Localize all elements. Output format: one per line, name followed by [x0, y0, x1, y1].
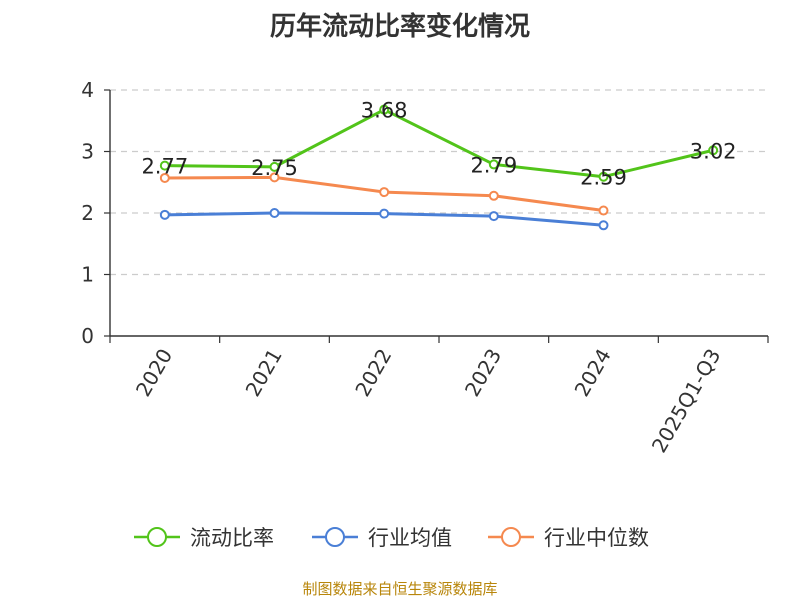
data-point — [159, 209, 170, 220]
legend-item: 行业均值 — [312, 526, 452, 550]
legend-marker — [325, 527, 345, 547]
legend-item: 行业中位数 — [488, 526, 649, 550]
legend-item: 流动比率 — [134, 526, 274, 550]
data-label: 3.68 — [361, 99, 408, 123]
data-point — [379, 104, 390, 115]
legend: 流动比率 行业均值 行业中位数 — [134, 526, 649, 550]
y-tick-label: 4 — [81, 78, 94, 102]
source-note: 制图数据来自恒生聚源数据库 — [302, 580, 498, 598]
grid-layer — [110, 89, 768, 276]
series-line — [164, 108, 714, 179]
x-tick-label: 2021 — [241, 345, 287, 401]
data-point — [379, 208, 390, 219]
data-label: 2.59 — [580, 166, 627, 190]
y-tick-label: 2 — [81, 201, 94, 225]
data-label: 3.02 — [690, 139, 737, 163]
data-point — [598, 220, 609, 231]
data-point — [488, 211, 499, 222]
data-point — [708, 145, 719, 156]
data-label: 2.75 — [251, 156, 298, 180]
y-tick-label: 1 — [81, 263, 94, 287]
data-point — [159, 172, 170, 183]
data-point — [598, 205, 609, 216]
data-point — [159, 160, 170, 171]
x-tick-label: 2020 — [131, 345, 177, 401]
x-tick-label: 2024 — [570, 345, 616, 401]
data-label: 2.79 — [470, 153, 517, 177]
x-tick-label: 2023 — [460, 345, 506, 401]
data-point — [488, 190, 499, 201]
chart-title: 历年流动比率变化情况 — [269, 12, 530, 42]
data-point — [488, 159, 499, 170]
legend-marker — [147, 527, 167, 547]
axis-layer: 0 1 2 3 4 2020 2021 2022 2023 2024 2025Q1-Q3 — [81, 78, 769, 457]
series-layer — [159, 104, 719, 231]
x-tick-label: 2025Q1-Q3 — [647, 345, 726, 457]
data-label-layer: 2.77 2.75 3.68 2.79 2.59 3.02 — [141, 99, 736, 190]
data-point — [379, 187, 390, 198]
data-point — [269, 208, 280, 218]
data-point — [269, 161, 280, 172]
data-label: 2.77 — [141, 155, 188, 179]
legend-label: 行业中位数 — [544, 526, 649, 550]
legend-marker — [501, 527, 521, 547]
legend-label: 行业均值 — [368, 526, 452, 550]
legend-label: 流动比率 — [190, 526, 274, 550]
x-tick-label: 2022 — [350, 345, 396, 401]
y-tick-label: 0 — [81, 324, 94, 348]
data-point — [598, 171, 609, 182]
data-point — [269, 172, 280, 183]
y-tick-label: 3 — [81, 140, 94, 164]
